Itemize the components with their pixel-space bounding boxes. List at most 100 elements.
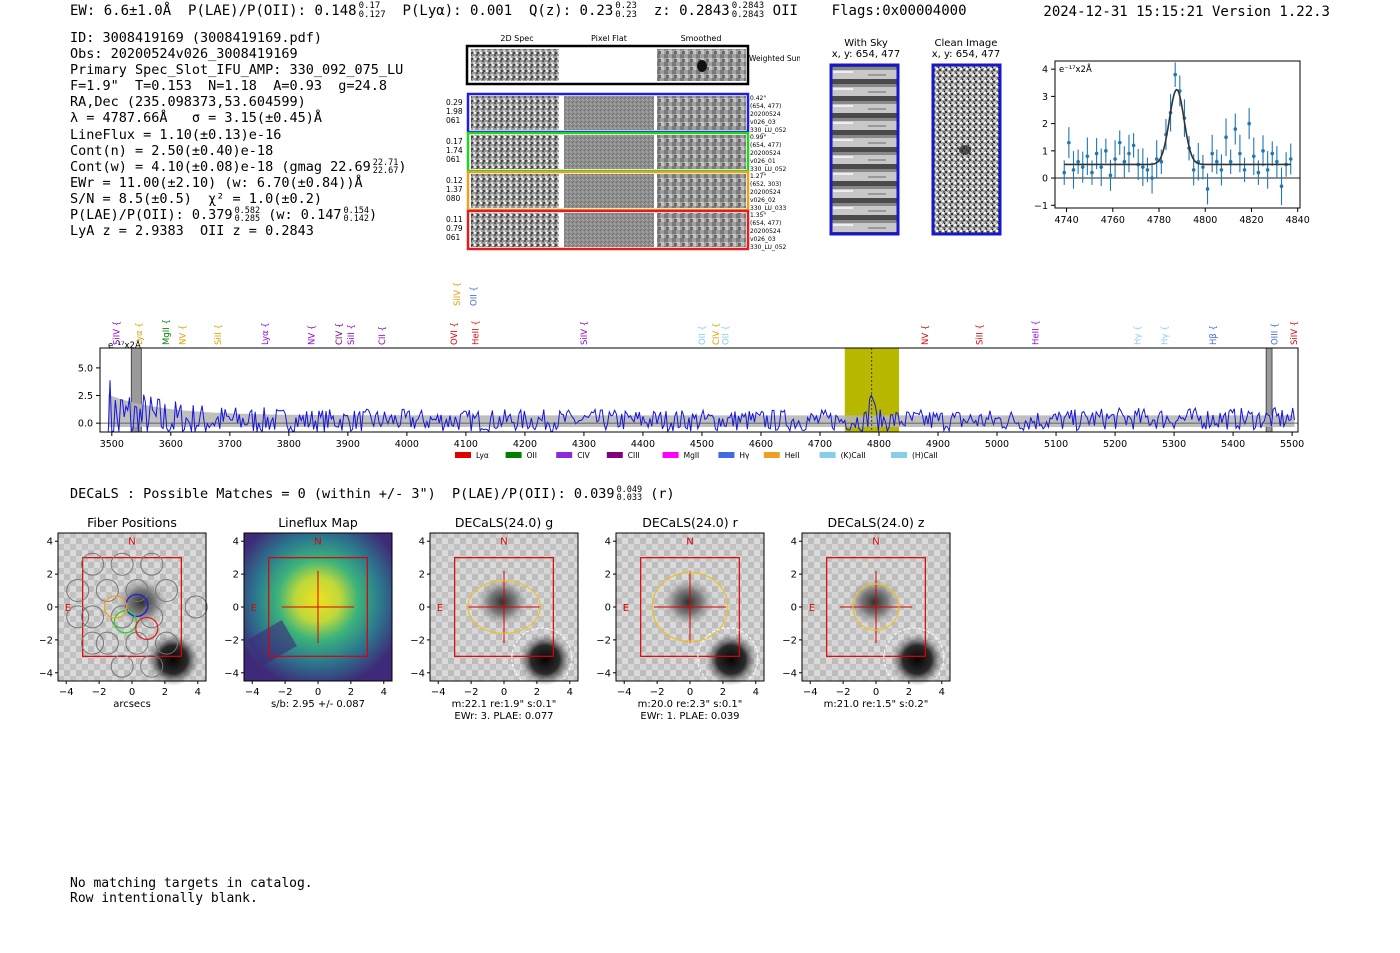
fit-point-31 <box>1205 187 1210 191</box>
panel-0-xtick-label-1: −2 <box>92 687 107 698</box>
spec-line-label-13: OII { <box>698 325 708 345</box>
panel-0-ytick-label-1: −2 <box>40 635 53 646</box>
fiber-10 <box>140 605 164 629</box>
info-plae-w-lo: 0.142 <box>343 214 370 225</box>
cutout-left-1-1: 1.74 <box>446 146 463 155</box>
cutout-right-3-2: 20200524 <box>750 228 781 235</box>
info-gmag-hi: 22.71 <box>372 157 399 168</box>
spec-xtick-label-5: 4000 <box>395 439 419 450</box>
spec-legend-swatch-5 <box>718 452 735 458</box>
fit-point-4 <box>1080 165 1085 169</box>
info-cont-w: Cont(w) = 4.10(±0.08)e-18 (gmag 22.69 22.… <box>70 157 407 176</box>
clean-image-title: Clean Image x, y: 654, 477 <box>926 38 1006 60</box>
fit-ytick-label-0: −1 <box>1034 201 1048 212</box>
spec-xtick-label-2: 3700 <box>218 439 242 450</box>
fit-point-8 <box>1099 165 1104 169</box>
panel-4-xtick-label-0: −4 <box>803 687 818 698</box>
cutout-right-1-0: 0.99" <box>750 134 766 141</box>
fit-point-7 <box>1094 151 1099 156</box>
aperture-box-1 <box>268 557 368 657</box>
info-cont-n: Cont(n) = 2.50(±0.40)e-18 <box>70 142 274 159</box>
spec-legend-label-0: Lyα <box>476 451 489 460</box>
fit-point-12 <box>1117 140 1122 145</box>
spec-line-label-4: SiII { <box>214 324 224 345</box>
panel-title-3: DECaLS(24.0) r <box>642 515 738 530</box>
fit-point-17 <box>1141 165 1145 169</box>
spec-upper-line-label-0: SiIV { <box>453 282 463 306</box>
spec-legend-label-3: CIII <box>628 451 640 460</box>
panel-4-ytick-label-3: 2 <box>791 570 797 581</box>
header-ew: EW: 6.6±1.0Å <box>70 3 172 19</box>
header-plae-hi: 0.17 <box>358 1 381 11</box>
panel-caption2-2: EWr: 3. PLAE: 0.077 <box>454 711 553 722</box>
header-meta: 2024-12-31 15:15:21 Version 1.22.3 <box>1043 4 1330 20</box>
spec-line-label-6: NV { <box>307 325 317 345</box>
cutout-right-3-4: 330_LU_052 <box>750 244 787 251</box>
panel-caption1-2: m:22.1 re:1.9" s:0.1" <box>452 699 557 710</box>
panel-3-xtick-label-1: −2 <box>650 687 665 698</box>
catalog-footer: No matching targets in catalog. Row inte… <box>70 876 313 906</box>
panel-caption1-4: m:21.0 re:1.5" s:0.2" <box>824 699 929 710</box>
spec-xtick-label-4: 3900 <box>336 439 360 450</box>
fiber-3 <box>66 579 90 603</box>
spec-legend-label-8: (H)CaII <box>912 451 938 460</box>
source-ellipse-2 <box>467 580 541 634</box>
cutout-left-3-0: 0.11 <box>446 215 463 224</box>
spec-legend-swatch-2 <box>556 452 573 458</box>
cutout-frame-3 <box>466 209 750 251</box>
fiber-15 <box>140 654 164 678</box>
source-ellipse-4 <box>852 583 900 631</box>
fit-point-10 <box>1108 173 1113 178</box>
fit-point-15 <box>1131 143 1136 148</box>
fit-point-36 <box>1228 159 1233 164</box>
spec-xtick-label-19: 5400 <box>1221 439 1245 450</box>
cutout-left-3-2: 061 <box>446 233 461 242</box>
cutout-right-1-3: v026_01 <box>750 158 776 165</box>
north-label-0: N <box>128 537 135 548</box>
fiber-8 <box>81 605 105 629</box>
panel-3-xtick-label-3: 2 <box>720 687 726 698</box>
with-sky-xy: x, y: 654, 477 <box>831 49 901 60</box>
header-flags: Flags:0x00004000 <box>831 3 967 19</box>
fit-point-5 <box>1085 154 1090 159</box>
east-label-0: E <box>65 603 71 614</box>
cutout-right-1-1: (654, 477) <box>750 142 781 149</box>
spec-xtick-label-6: 4100 <box>454 439 478 450</box>
fiber-13 <box>155 631 179 655</box>
fiber-2 <box>140 552 164 576</box>
north-label-4: N <box>872 537 879 548</box>
fit-point-46 <box>1275 159 1279 164</box>
panel-1: Lineflux Map N E −4 −2 0 2 4 −4 −2 0 2 4 s/b: 2.95 +/… <box>224 515 393 710</box>
panel-4-xtick-label-1: −2 <box>836 687 851 698</box>
timestamp: 2024-12-31 15:15:21 <box>1043 4 1204 20</box>
north-label-3: N <box>686 537 693 548</box>
info-plae-w-hi: 0.154 <box>343 206 370 217</box>
spec-xtick-label-8: 4300 <box>572 439 596 450</box>
decals-band: (r) <box>650 486 675 502</box>
fiber-17 <box>66 605 90 629</box>
panel-3-xtick-label-4: 4 <box>753 687 759 698</box>
cutout-right-2-4: 330_LU_033 <box>750 205 787 212</box>
panel-3-ytick-label-2: 0 <box>605 603 611 614</box>
footer-line1: No matching targets in catalog. <box>70 876 313 891</box>
cutout-left-2-0: 0.12 <box>446 176 463 185</box>
fit-point-33 <box>1214 159 1219 164</box>
neighbor-ellipse-3 <box>697 627 759 689</box>
panel-2-ytick-label-3: 2 <box>419 570 425 581</box>
fit-point-6 <box>1090 170 1094 175</box>
fiber-0 <box>81 552 105 576</box>
east-label-2: E <box>437 603 443 614</box>
panel-0-ytick-label-0: −4 <box>40 668 53 679</box>
selected-fiber-2 <box>103 595 128 619</box>
cutout-left-0-2: 061 <box>446 116 461 125</box>
spec-line-label-15: OII { <box>722 325 732 345</box>
col-2d-spec: 2D Spec <box>500 34 533 43</box>
fiber-6 <box>155 579 179 603</box>
spec-line-label-10: OVI { <box>450 322 460 345</box>
spec-ytick-label-1: 2.5 <box>78 391 93 402</box>
weighted-sum-label: Weighted Sum <box>749 54 800 63</box>
fit-point-35 <box>1224 135 1228 140</box>
cutout-left-2-2: 080 <box>446 194 461 203</box>
cutout-smooth-2 <box>657 174 746 208</box>
info-plae-text: P(LAE)/P(OII): 0.379 <box>70 207 233 224</box>
